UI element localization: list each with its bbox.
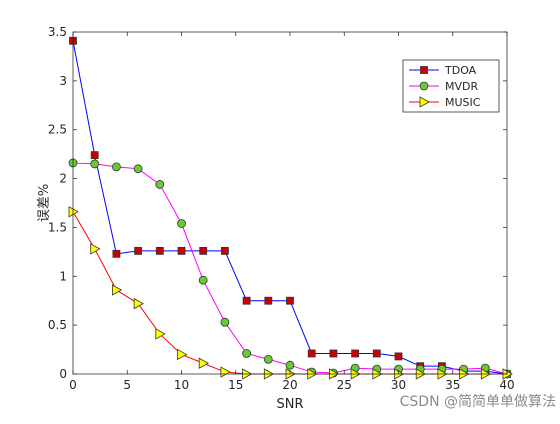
- data-point-tdoa: [329, 349, 338, 358]
- x-tick-label: 0: [69, 378, 77, 392]
- data-point-tdoa: [134, 246, 143, 255]
- data-point-tdoa: [112, 249, 121, 258]
- data-point-tdoa: [351, 349, 360, 358]
- x-tick-label: 20: [282, 378, 297, 392]
- y-tick-label: 3.5: [48, 25, 67, 39]
- data-point-tdoa: [177, 246, 186, 255]
- data-point-tdoa: [286, 296, 294, 305]
- data-point-tdoa: [199, 246, 208, 255]
- y-tick-label: 0: [59, 367, 67, 381]
- data-point-mvdr: [177, 219, 186, 228]
- x-tick-label: 10: [174, 378, 189, 392]
- x-tick-label: 40: [499, 378, 514, 392]
- legend-entry-mvdr: MVDR: [409, 80, 478, 93]
- data-point-mvdr: [133, 164, 143, 174]
- legend-marker: [419, 81, 429, 91]
- y-tick-label: 2: [59, 172, 67, 186]
- legend-marker: [420, 66, 428, 74]
- data-point-tdoa: [155, 246, 164, 255]
- y-axis-label: 误差%: [37, 184, 52, 222]
- axes-layer: 0 5 10 15 20 25 30 35 40 0 0.5 1 1.5 2 2.5 3 3.5: [48, 25, 515, 392]
- x-tick-label: 35: [445, 378, 460, 392]
- x-tick-label: 5: [123, 378, 131, 392]
- data-point-music: [133, 297, 144, 310]
- y-tick-label: 1: [59, 269, 67, 283]
- y-tick-label: 0.5: [48, 318, 67, 332]
- legend-marker: [419, 96, 430, 108]
- legend-label: MVDR: [445, 80, 478, 93]
- data-point-mvdr: [198, 275, 208, 285]
- data-point-tdoa: [220, 246, 229, 255]
- data-point-music: [220, 366, 231, 378]
- watermark: CSDN @简简单单做算法: [400, 393, 556, 410]
- data-point-tdoa: [372, 349, 381, 358]
- data-point-music: [155, 328, 166, 340]
- y-tick-label: 3: [59, 74, 67, 88]
- data-point-music: [177, 348, 188, 361]
- x-tick-label: 15: [228, 378, 243, 392]
- data-point-tdoa: [307, 349, 316, 358]
- data-point-tdoa: [264, 296, 273, 305]
- data-point-music: [198, 357, 210, 369]
- data-point-mvdr: [112, 162, 121, 172]
- data-point-music: [68, 206, 79, 218]
- data-point-music: [112, 284, 123, 296]
- x-axis-label: SNR: [276, 397, 303, 412]
- legend-entry-tdoa: TDOA: [409, 64, 477, 77]
- legend: TDOA MVDR MUSIC: [402, 59, 500, 113]
- legend-label: MUSIC: [445, 96, 481, 109]
- data-point-tdoa: [242, 296, 251, 305]
- data-point-mvdr: [242, 349, 252, 358]
- y-tick-label: 1.5: [48, 220, 67, 234]
- data-point-tdoa: [394, 352, 403, 361]
- data-point-tdoa: [90, 151, 99, 160]
- legend-entry-music: MUSIC: [409, 96, 481, 109]
- data-point-mvdr: [263, 354, 273, 364]
- y-tick-label: 2.5: [48, 123, 67, 137]
- data-point-music: [90, 243, 101, 255]
- legend-label: TDOA: [444, 64, 477, 77]
- data-point-mvdr: [90, 159, 100, 169]
- data-point-mvdr: [220, 317, 230, 327]
- data-point-mvdr: [155, 180, 165, 189]
- x-tick-label: 30: [391, 378, 406, 392]
- x-tick-label: 25: [337, 378, 352, 392]
- data-point-mvdr: [285, 360, 295, 370]
